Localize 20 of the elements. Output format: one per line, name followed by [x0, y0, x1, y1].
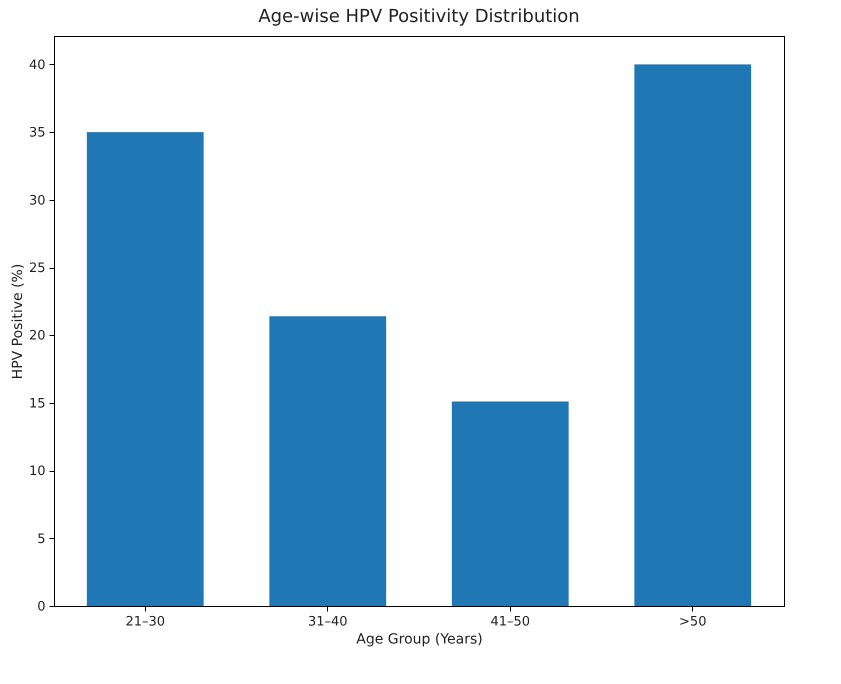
y-tick-label: 15 — [28, 396, 46, 412]
x-tick-label: 41–50 — [490, 614, 530, 630]
bar — [86, 132, 204, 606]
bar — [452, 402, 569, 606]
chart-title: Age-wise HPV Positivity Distribution — [258, 6, 580, 27]
bar — [269, 316, 386, 606]
y-tick-label: 0 — [37, 600, 46, 614]
y-tick-label: 40 — [28, 58, 46, 73]
x-tick-label: 31–40 — [308, 614, 348, 630]
y-tick-label: 5 — [37, 532, 46, 547]
x-tick-label: >50 — [679, 614, 706, 630]
y-tick-label: 35 — [28, 126, 46, 141]
y-tick-label: 30 — [28, 193, 46, 208]
x-axis-title: Age Group (Years) — [356, 632, 483, 648]
bar — [634, 64, 752, 606]
y-tick-label: 10 — [28, 464, 46, 480]
y-axis-title: HPV Positive (%) — [10, 264, 26, 380]
x-tick-label: 21–30 — [125, 614, 166, 630]
y-tick-label: 25 — [28, 261, 46, 276]
y-tick-label: 20 — [28, 328, 46, 344]
